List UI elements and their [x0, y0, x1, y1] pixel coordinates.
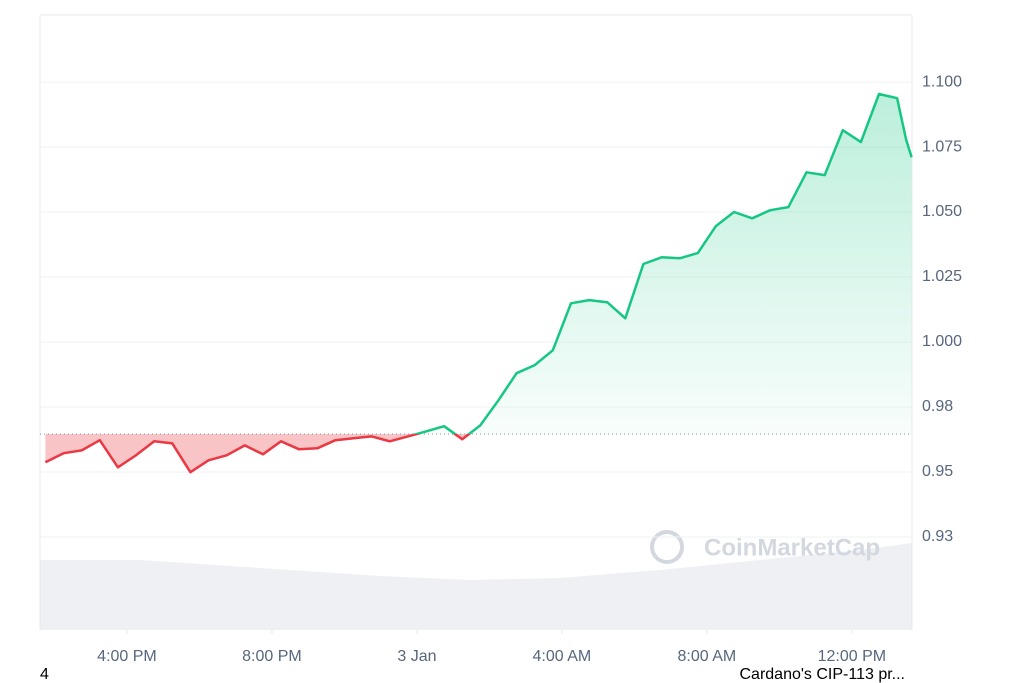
y-tick-label: 0.98: [922, 398, 953, 415]
x-tick-label: 3 Jan: [397, 648, 436, 665]
y-tick-label: 0.95: [922, 463, 953, 480]
x-tick-label: 8:00 PM: [242, 648, 302, 665]
watermark-logo: [650, 530, 684, 564]
y-tick-label: 1.050: [922, 203, 962, 220]
x-tick-label: 12:00 PM: [818, 648, 886, 665]
y-tick-label: 0.93: [922, 528, 953, 545]
y-tick-label: 1.100: [922, 73, 962, 90]
y-tick-label: 1.025: [922, 268, 962, 285]
x-tick-label: 8:00 AM: [678, 648, 737, 665]
x-tick-label: 4:00 PM: [97, 648, 157, 665]
y-tick-label: 1.000: [922, 333, 962, 350]
volume-area: [40, 543, 912, 630]
watermark: CoinMarketCap: [650, 530, 880, 564]
y-tick-label: 1.075: [922, 138, 962, 155]
watermark-text: CoinMarketCap: [704, 534, 880, 561]
price-area: [45, 94, 912, 473]
annotation: 4: [40, 666, 49, 683]
annotation: Cardano's CIP-113 pr...: [739, 666, 905, 683]
price-line: [44, 92, 913, 474]
x-tick-label: 4:00 AM: [533, 648, 592, 665]
